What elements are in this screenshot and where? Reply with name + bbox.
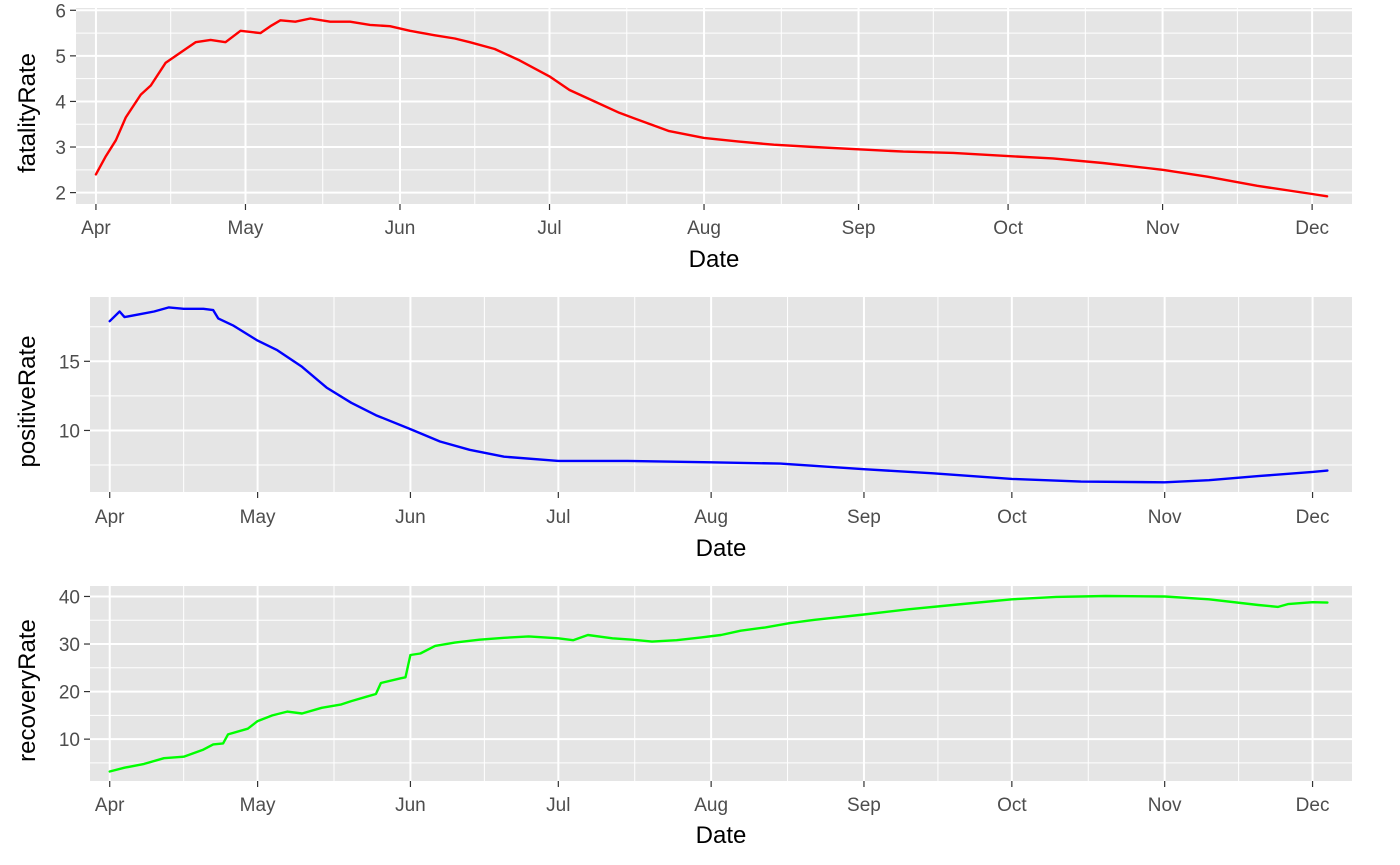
x-tick-label: Jun [385,218,416,239]
y-tick-label: 4 [55,92,66,113]
x-tick-label: Sep [842,218,876,239]
x-tick-label: Sep [847,795,881,816]
x-tick-label: Jun [395,795,426,816]
x-tick-label: Jul [537,218,561,239]
x-tick-label: Nov [1148,795,1182,816]
y-tick-label: 15 [59,352,80,373]
y-tick-label: 30 [59,635,80,656]
panel-background [76,8,1352,204]
series-line-recoveryRate [108,594,1329,773]
y-tick-label: 10 [59,730,80,751]
x-tick-label: Nov [1146,218,1180,239]
x-tick-label: Aug [694,795,728,816]
x-tick-label: Apr [95,795,125,816]
x-tick-label: Aug [694,507,728,528]
x-tick-label: Nov [1148,507,1182,528]
chart-panel-recoveryRate: Apr May Jun Jul Aug Sep Oct Nov Dec 10 20 30 40 Date r… [14,586,1352,849]
x-tick-label: Jun [395,507,426,528]
chart-panel-positiveRate: Apr May Jun Jul Aug Sep Oct Nov Dec 10 15 Date posit… [14,297,1352,562]
x-tick-label: Dec [1296,795,1330,816]
series-line-positiveRate [108,306,1329,484]
x-axis-title: Date [696,535,747,562]
x-tick-label: Aug [687,218,721,239]
y-tick-label: 20 [59,683,80,704]
x-tick-label: Apr [81,218,111,239]
panel-background [90,297,1352,492]
panel-background [90,586,1352,781]
x-tick-label: Dec [1296,507,1330,528]
y-tick-label: 10 [59,421,80,442]
x-tick-label: Oct [997,507,1027,528]
x-tick-label: Oct [993,218,1023,239]
y-tick-label: 3 [55,138,66,159]
x-tick-label: Dec [1295,218,1329,239]
series-line-fatalityRate [94,17,1329,198]
y-tick-label: 5 [55,47,66,68]
x-tick-label: Jul [546,795,570,816]
x-tick-label: May [240,507,276,528]
y-axis-title: fatalityRate [14,53,41,173]
x-axis-title: Date [689,246,740,273]
x-axis-title: Date [696,822,747,849]
x-tick-label: Sep [847,507,881,528]
x-tick-label: Apr [95,507,125,528]
x-tick-label: May [240,795,276,816]
y-tick-label: 40 [59,587,80,608]
x-tick-label: Jul [546,507,570,528]
x-tick-label: May [228,218,264,239]
x-tick-label: Oct [997,795,1027,816]
y-tick-label: 2 [55,184,66,205]
y-axis-title: positiveRate [14,335,41,467]
y-axis-title: recoveryRate [14,619,41,762]
chart-panel-fatalityRate: Apr May Jun Jul Aug Sep Oct Nov Dec 2 3 4 5 6 Date fata… [14,1,1352,273]
y-tick-label: 6 [55,1,66,22]
